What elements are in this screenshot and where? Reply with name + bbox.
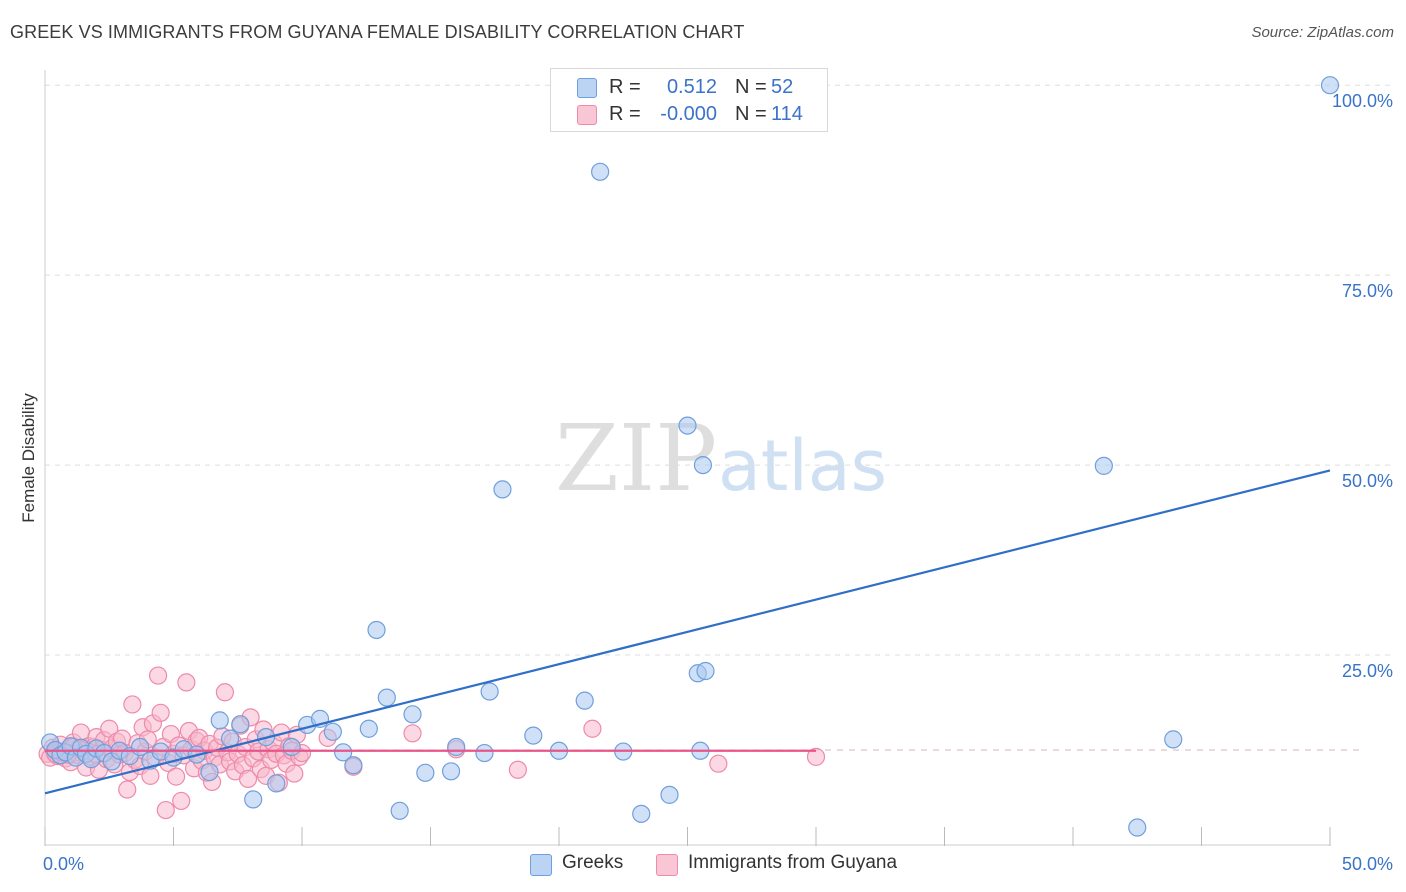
guyana-legend-icon <box>656 854 678 876</box>
y-tick-label: 25.0% <box>1342 661 1393 681</box>
greeks-point <box>323 722 342 741</box>
greeks-point <box>231 715 250 734</box>
greeks-point <box>632 804 651 823</box>
guyana-point <box>141 766 160 785</box>
guyana-point <box>156 800 175 820</box>
legend-row-guyana: R = -0.000 N = 114 <box>551 101 827 127</box>
source-label: Source: ZipAtlas.com <box>1251 24 1394 41</box>
correlation-legend: R = 0.512 N = 52 R = -0.000 N = 114 <box>550 68 828 132</box>
greeks-point <box>480 682 499 701</box>
legend-r-label: R = <box>609 76 641 98</box>
greeks-point <box>441 762 461 781</box>
y-tick-label: 50.0% <box>1342 471 1393 491</box>
guyana-point <box>583 719 602 738</box>
greeks-point <box>1128 818 1147 837</box>
legend-r-value: -0.000 <box>660 103 717 125</box>
guyana-swatch-icon <box>577 105 597 125</box>
greeks-point <box>367 620 386 640</box>
greeks-point <box>390 801 409 820</box>
greeks-point <box>524 726 543 745</box>
guyana-point <box>709 754 728 773</box>
guyana-point <box>177 673 196 692</box>
greeks-point <box>591 162 610 181</box>
legend-n-label: N = <box>735 76 767 98</box>
greeks-point <box>377 688 396 707</box>
guyana-point <box>403 724 422 743</box>
legend-r-value: 0.512 <box>666 76 717 98</box>
greeks-point <box>678 416 697 435</box>
greeks-point <box>696 661 715 681</box>
greeks-point <box>1094 456 1113 475</box>
greeks-point <box>1164 730 1183 749</box>
greeks-point <box>267 774 286 793</box>
greeks-point <box>416 763 435 782</box>
x-tick-label: 0.0% <box>43 854 84 874</box>
chart-title: GREEK VS IMMIGRANTS FROM GUYANA FEMALE D… <box>10 22 745 42</box>
greeks-point <box>660 785 679 804</box>
greeks-point <box>575 691 594 710</box>
guyana-point <box>123 695 142 714</box>
greeks-point <box>210 711 229 730</box>
guyana-point <box>166 767 186 786</box>
guyana-point <box>151 703 170 722</box>
greeks-point <box>344 756 363 775</box>
greeks-point <box>200 762 219 782</box>
greeks-point <box>493 480 512 499</box>
guyana-point <box>215 683 234 702</box>
legend-row-greeks: R = 0.512 N = 52 <box>551 74 827 100</box>
greeks-point <box>359 719 378 738</box>
greeks-point <box>447 737 466 757</box>
greeks-point <box>475 743 494 763</box>
watermark-atlas: atlas <box>718 425 887 507</box>
y-axis-label: Female Disability <box>19 393 38 523</box>
guyana-point <box>806 747 826 766</box>
guyana-point <box>508 760 527 779</box>
guyana-point <box>118 780 137 799</box>
greeks-point <box>244 790 263 809</box>
legend-n-value: 114 <box>771 103 803 125</box>
greeks-swatch-icon <box>577 78 597 98</box>
greeks-point <box>693 455 713 475</box>
legend-n-value: 52 <box>771 76 794 98</box>
guyana-legend-label: Immigrants from Guyana <box>688 852 898 873</box>
legend-r-label: R = <box>609 103 641 125</box>
greeks-legend-icon <box>530 854 552 876</box>
greeks-trend-line <box>44 469 1331 795</box>
greeks-point <box>334 743 353 762</box>
guyana-point <box>285 764 304 783</box>
guyana-point <box>238 769 258 788</box>
y-tick-label: 75.0% <box>1342 281 1393 301</box>
guyana-point <box>148 666 168 685</box>
y-tick-label: 100.0% <box>1332 91 1393 111</box>
greeks-point <box>282 737 301 757</box>
greeks-legend-label: Greeks <box>562 852 624 873</box>
greeks-point <box>1320 76 1340 95</box>
greeks-point <box>403 705 422 724</box>
x-tick-label: 50.0% <box>1342 854 1393 874</box>
legend-n-label: N = <box>735 103 767 125</box>
guyana-point <box>172 791 191 811</box>
